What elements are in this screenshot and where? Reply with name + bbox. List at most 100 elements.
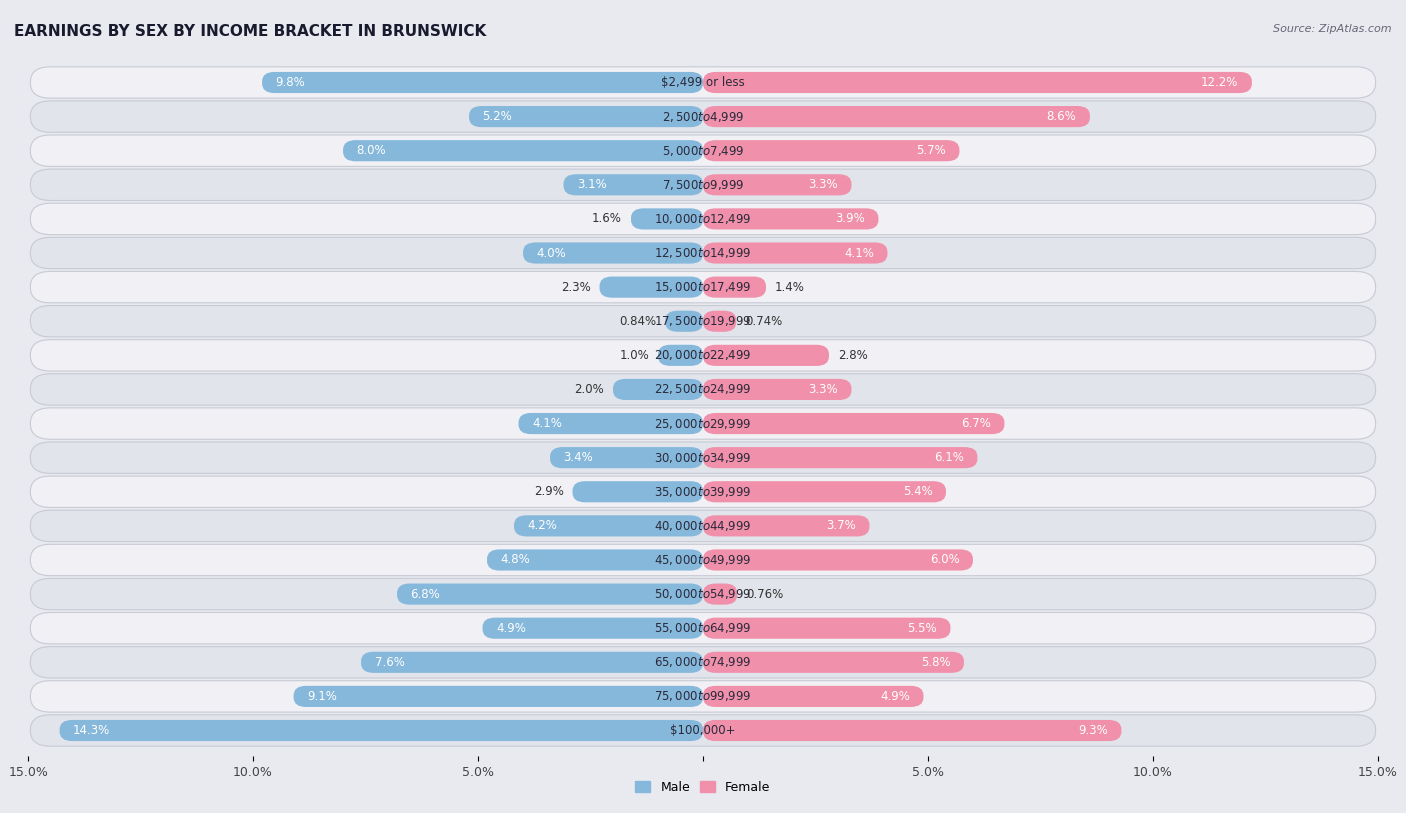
FancyBboxPatch shape: [703, 720, 1122, 741]
Text: 6.7%: 6.7%: [962, 417, 991, 430]
Text: 3.4%: 3.4%: [564, 451, 593, 464]
FancyBboxPatch shape: [703, 618, 950, 639]
FancyBboxPatch shape: [572, 481, 703, 502]
FancyBboxPatch shape: [343, 140, 703, 161]
FancyBboxPatch shape: [631, 208, 703, 229]
FancyBboxPatch shape: [486, 550, 703, 571]
FancyBboxPatch shape: [31, 715, 1375, 746]
FancyBboxPatch shape: [665, 311, 703, 332]
Text: $45,000 to $49,999: $45,000 to $49,999: [654, 553, 752, 567]
Text: 5.8%: 5.8%: [921, 656, 950, 669]
Text: 4.2%: 4.2%: [527, 520, 557, 533]
Text: 2.0%: 2.0%: [574, 383, 605, 396]
FancyBboxPatch shape: [703, 242, 887, 263]
Text: $12,500 to $14,999: $12,500 to $14,999: [654, 246, 752, 260]
Text: 0.76%: 0.76%: [747, 588, 783, 601]
Text: 4.9%: 4.9%: [496, 622, 526, 635]
Text: $5,000 to $7,499: $5,000 to $7,499: [662, 144, 744, 158]
FancyBboxPatch shape: [515, 515, 703, 537]
FancyBboxPatch shape: [703, 106, 1090, 127]
FancyBboxPatch shape: [703, 584, 737, 605]
FancyBboxPatch shape: [31, 340, 1375, 371]
Text: $75,000 to $99,999: $75,000 to $99,999: [654, 689, 752, 703]
Text: $25,000 to $29,999: $25,000 to $29,999: [654, 416, 752, 431]
Text: 8.6%: 8.6%: [1046, 110, 1077, 123]
FancyBboxPatch shape: [613, 379, 703, 400]
FancyBboxPatch shape: [703, 413, 1004, 434]
FancyBboxPatch shape: [31, 237, 1375, 269]
Text: 9.8%: 9.8%: [276, 76, 305, 89]
FancyBboxPatch shape: [31, 612, 1375, 644]
Text: 9.1%: 9.1%: [307, 690, 337, 703]
Text: 1.0%: 1.0%: [619, 349, 650, 362]
Text: EARNINGS BY SEX BY INCOME BRACKET IN BRUNSWICK: EARNINGS BY SEX BY INCOME BRACKET IN BRU…: [14, 24, 486, 39]
FancyBboxPatch shape: [523, 242, 703, 263]
FancyBboxPatch shape: [31, 101, 1375, 133]
FancyBboxPatch shape: [294, 686, 703, 707]
Text: $100,000+: $100,000+: [671, 724, 735, 737]
Text: 0.74%: 0.74%: [745, 315, 783, 328]
Text: 7.6%: 7.6%: [374, 656, 405, 669]
Text: 3.9%: 3.9%: [835, 212, 865, 225]
FancyBboxPatch shape: [31, 680, 1375, 712]
Text: 4.1%: 4.1%: [844, 246, 875, 259]
Text: $2,500 to $4,999: $2,500 to $4,999: [662, 110, 744, 124]
FancyBboxPatch shape: [31, 578, 1375, 610]
FancyBboxPatch shape: [703, 72, 1251, 93]
FancyBboxPatch shape: [703, 652, 965, 673]
FancyBboxPatch shape: [31, 169, 1375, 201]
Text: 0.84%: 0.84%: [619, 315, 657, 328]
Text: 3.3%: 3.3%: [808, 178, 838, 191]
Text: $50,000 to $54,999: $50,000 to $54,999: [654, 587, 752, 601]
FancyBboxPatch shape: [470, 106, 703, 127]
Text: 2.9%: 2.9%: [534, 485, 564, 498]
FancyBboxPatch shape: [703, 379, 852, 400]
Text: $40,000 to $44,999: $40,000 to $44,999: [654, 519, 752, 533]
FancyBboxPatch shape: [31, 408, 1375, 439]
FancyBboxPatch shape: [550, 447, 703, 468]
Text: 5.2%: 5.2%: [482, 110, 512, 123]
FancyBboxPatch shape: [31, 67, 1375, 98]
Text: $17,500 to $19,999: $17,500 to $19,999: [654, 315, 752, 328]
FancyBboxPatch shape: [31, 544, 1375, 576]
FancyBboxPatch shape: [599, 276, 703, 298]
FancyBboxPatch shape: [703, 174, 852, 195]
FancyBboxPatch shape: [361, 652, 703, 673]
FancyBboxPatch shape: [59, 720, 703, 741]
Legend: Male, Female: Male, Female: [630, 776, 776, 799]
Text: 4.8%: 4.8%: [501, 554, 530, 567]
Text: $30,000 to $34,999: $30,000 to $34,999: [654, 450, 752, 465]
Text: $35,000 to $39,999: $35,000 to $39,999: [654, 485, 752, 498]
FancyBboxPatch shape: [31, 511, 1375, 541]
Text: $10,000 to $12,499: $10,000 to $12,499: [654, 212, 752, 226]
FancyBboxPatch shape: [262, 72, 703, 93]
Text: 8.0%: 8.0%: [357, 144, 387, 157]
FancyBboxPatch shape: [519, 413, 703, 434]
FancyBboxPatch shape: [396, 584, 703, 605]
Text: 2.8%: 2.8%: [838, 349, 868, 362]
FancyBboxPatch shape: [703, 515, 869, 537]
Text: 9.3%: 9.3%: [1078, 724, 1108, 737]
Text: 6.8%: 6.8%: [411, 588, 440, 601]
FancyBboxPatch shape: [658, 345, 703, 366]
FancyBboxPatch shape: [703, 311, 737, 332]
Text: $65,000 to $74,999: $65,000 to $74,999: [654, 655, 752, 669]
Text: 1.6%: 1.6%: [592, 212, 621, 225]
Text: $2,499 or less: $2,499 or less: [661, 76, 745, 89]
FancyBboxPatch shape: [482, 618, 703, 639]
Text: $7,500 to $9,999: $7,500 to $9,999: [662, 178, 744, 192]
Text: 12.2%: 12.2%: [1201, 76, 1239, 89]
Text: 14.3%: 14.3%: [73, 724, 110, 737]
FancyBboxPatch shape: [703, 686, 924, 707]
FancyBboxPatch shape: [703, 345, 830, 366]
FancyBboxPatch shape: [703, 208, 879, 229]
FancyBboxPatch shape: [703, 276, 766, 298]
Text: Source: ZipAtlas.com: Source: ZipAtlas.com: [1274, 24, 1392, 34]
Text: $15,000 to $17,499: $15,000 to $17,499: [654, 280, 752, 294]
FancyBboxPatch shape: [703, 447, 977, 468]
FancyBboxPatch shape: [31, 135, 1375, 167]
Text: 5.5%: 5.5%: [907, 622, 936, 635]
Text: $20,000 to $22,499: $20,000 to $22,499: [654, 348, 752, 363]
Text: 3.3%: 3.3%: [808, 383, 838, 396]
FancyBboxPatch shape: [31, 306, 1375, 337]
